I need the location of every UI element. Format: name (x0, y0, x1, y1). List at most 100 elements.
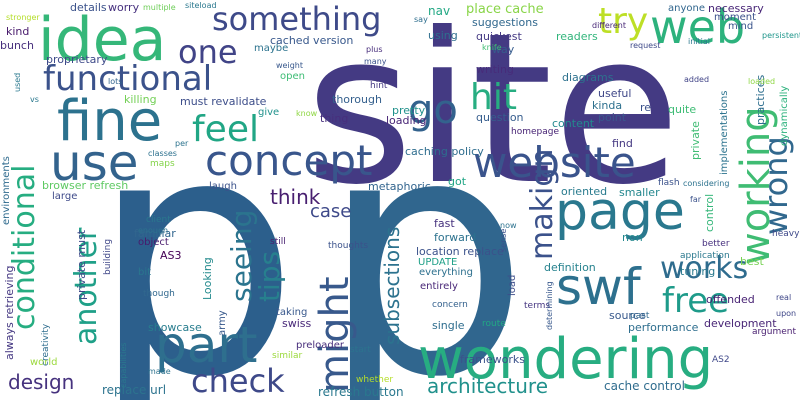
word-re: re (640, 101, 652, 114)
word-homepage: homepage (511, 127, 559, 137)
word-everything: everything (419, 267, 473, 278)
word-find: find (612, 137, 633, 150)
word-now: now (500, 221, 517, 230)
word-fast: fast (434, 217, 455, 230)
word-cached-version: cached version (270, 34, 354, 47)
word-cache-control: cache control (604, 379, 685, 393)
word-question: question (476, 111, 524, 124)
word-free: free (662, 281, 730, 321)
word-persistent: persistent (762, 31, 800, 40)
word-UPDATE: UPDATE (418, 257, 458, 268)
word-give: give (258, 107, 280, 118)
word-determining: determining (545, 281, 554, 330)
word-place-cache: place cache (466, 2, 544, 17)
word-request: request (630, 41, 661, 50)
word-open: open (280, 71, 305, 82)
word-tuning: tuning (680, 265, 716, 278)
word-kind: kind (6, 25, 30, 38)
word-refresh-button: refresh button (318, 385, 404, 399)
word-many: many (364, 57, 387, 66)
word-page: page (555, 182, 685, 242)
word-location-replace: location replace (416, 245, 504, 258)
word-laugh: laugh (209, 181, 237, 192)
word-hint: hint (370, 81, 388, 91)
word-still: still (270, 237, 286, 247)
word-environments: environments (1, 156, 12, 225)
word-route: route (482, 319, 506, 329)
word-large: large (52, 191, 78, 202)
word-try: try (598, 1, 649, 42)
word-enough: enough (138, 226, 169, 235)
word-different: different (592, 21, 626, 30)
word-killing: killing (124, 93, 157, 106)
word-AS2: AS2 (712, 355, 730, 365)
word-point: point (598, 111, 627, 124)
word-design: design (8, 370, 75, 394)
word-something: something (212, 0, 382, 38)
word-lots: lots (108, 77, 123, 86)
word-similar: similar (272, 351, 303, 361)
word-wrong: wrong (757, 136, 795, 235)
word-loading: loading (386, 114, 427, 127)
word-entirely: entirely (420, 281, 458, 292)
word-feel: feel (192, 109, 259, 150)
word-sense: sense (499, 228, 508, 252)
word-p: p (90, 65, 300, 400)
word-load: load (507, 274, 518, 296)
word-stronger: stronger (6, 13, 40, 22)
word-oriented: oriented (561, 185, 608, 198)
word-fine: fine (57, 89, 163, 154)
word-past: past (630, 311, 650, 321)
word-better: better (702, 239, 730, 249)
word-control: control (703, 193, 716, 232)
word-private-must: private must (75, 229, 88, 300)
word-works: works (660, 251, 749, 286)
word-upon: upon (776, 309, 797, 318)
word-tips: tips (253, 250, 286, 302)
word-considering: considering (683, 179, 730, 188)
word-thoughts: thoughts (328, 241, 369, 251)
word-taking: taking (276, 307, 308, 318)
word-dynamically: dynamically (779, 85, 790, 146)
word-using: using (428, 29, 458, 42)
word-flash: flash (658, 178, 680, 188)
word-made: made (148, 367, 171, 376)
word-implementations: implementations (719, 90, 730, 175)
word-per: per (175, 139, 189, 148)
word-bunch: bunch (0, 39, 34, 52)
word-vs: vs (30, 95, 39, 104)
word-say: say (414, 15, 428, 24)
word-thing: thing (320, 112, 349, 125)
word-always-retrieving: always retrieving (3, 265, 16, 361)
word-web: web (650, 0, 746, 54)
word-concept: concept (205, 136, 373, 185)
word-heavy: heavy (772, 229, 800, 239)
word-source: source (609, 309, 646, 322)
word-creativity: creativity (41, 323, 51, 366)
word-useful: useful (598, 87, 632, 100)
word-maybe: maybe (254, 43, 289, 54)
word-replace-url: replace url (102, 383, 167, 397)
word-real: real (776, 293, 792, 302)
word-way: way (492, 43, 515, 56)
word-idea: idea (38, 5, 167, 75)
word-multiple: multiple (143, 3, 176, 12)
word-use: use (50, 134, 139, 192)
word-kinda: kinda (592, 99, 623, 112)
word-think: think (270, 185, 321, 209)
word-terms: terms (524, 301, 551, 311)
word-offended: offended (706, 293, 755, 306)
word-thorough: thorough (332, 93, 382, 106)
word-readers: readers (556, 30, 598, 43)
word-browser-refresh: browser refresh (42, 179, 129, 192)
word-Looking: Looking (201, 257, 214, 300)
word-weight: weight (276, 61, 303, 70)
word-know: know (296, 109, 318, 118)
word-architecture: architecture (427, 374, 549, 398)
word-showcase: showcase (148, 321, 202, 334)
word-definition: definition (544, 261, 596, 274)
word-application: application (680, 251, 730, 261)
word-building: building (103, 238, 113, 275)
word-loaded: loaded (748, 77, 776, 86)
word-army: army (217, 310, 228, 336)
